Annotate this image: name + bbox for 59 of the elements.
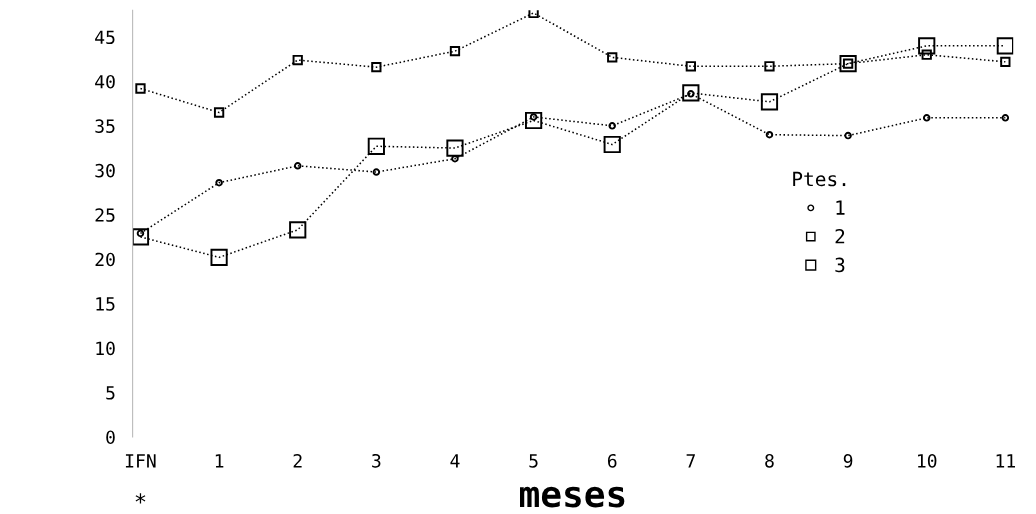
- legend-title: Ptes.: [793, 171, 846, 187]
- x-tick-label: 6: [607, 453, 617, 468]
- point: [1000, 56, 1011, 67]
- point: [524, 111, 543, 130]
- point: [844, 131, 852, 140]
- y-tick-label: 25: [95, 208, 115, 222]
- point: [996, 37, 1014, 55]
- x-tick-label: 10: [918, 453, 937, 468]
- point: [607, 52, 618, 63]
- point: [367, 137, 385, 155]
- point: [215, 178, 223, 187]
- point: [293, 162, 302, 170]
- legend-label: 3: [835, 257, 845, 273]
- x-tick-label: 7: [686, 454, 695, 468]
- legend-label: 1: [836, 200, 845, 215]
- point: [921, 49, 932, 60]
- point: [372, 168, 381, 176]
- point: [446, 139, 464, 157]
- text: *: [135, 493, 146, 504]
- point: [210, 248, 228, 266]
- point: [135, 83, 146, 94]
- point: [839, 55, 857, 73]
- x-tick-label: 2: [293, 453, 302, 468]
- point: [132, 228, 150, 246]
- y-tick-label: 30: [95, 163, 115, 178]
- point: [764, 61, 775, 72]
- point: [449, 46, 461, 57]
- x-tick-label: 3: [372, 453, 381, 468]
- point: [922, 114, 931, 122]
- point: [765, 130, 774, 139]
- point: [213, 107, 225, 118]
- y-tick-label: 40: [95, 74, 115, 89]
- point: [760, 93, 779, 111]
- y-tick-label: 20: [95, 252, 115, 267]
- x-axis-title: meses: [520, 486, 625, 508]
- point: [1001, 114, 1010, 122]
- x-tick-label: 11: [996, 454, 1015, 468]
- x-tick-label: 1: [215, 454, 224, 468]
- point: [682, 84, 700, 102]
- point: [292, 54, 303, 66]
- y-tick-label: 0: [106, 430, 115, 445]
- y-tick-label: 10: [96, 341, 115, 356]
- point: [918, 37, 936, 55]
- y-tick-label: 45: [95, 30, 115, 45]
- x-tick-label: IFN: [125, 454, 156, 468]
- point: [603, 135, 621, 154]
- x-tick-label: 9: [843, 453, 853, 468]
- point: [608, 122, 616, 130]
- x-tick-label: 4: [450, 454, 460, 468]
- y-tick-label: 15: [96, 297, 115, 311]
- point: [528, 10, 539, 19]
- point: [685, 61, 696, 72]
- x-tick-label: 8: [765, 453, 774, 468]
- y-tick-label: 5: [106, 386, 115, 400]
- point: [289, 221, 307, 239]
- y-tick-label: 35: [95, 119, 115, 133]
- legend-label: 2: [835, 228, 845, 244]
- point: [371, 62, 382, 73]
- x-tick-label: 5: [529, 454, 538, 468]
